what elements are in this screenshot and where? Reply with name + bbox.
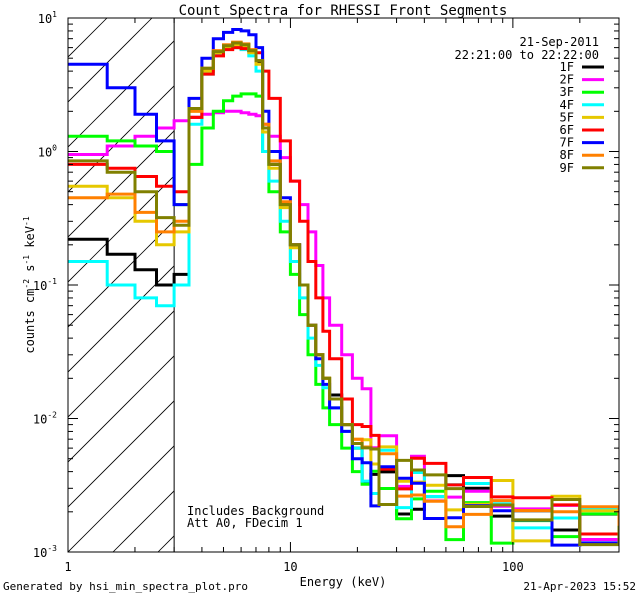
series-3F	[68, 92, 619, 545]
hatch-line	[68, 85, 175, 193]
y-tick-label: 101	[38, 10, 57, 26]
hatch-line	[518, 18, 640, 552]
chart-title: Count Spectra for RHESSI Front Segments	[179, 3, 508, 19]
legend-label-1F: 1F	[560, 60, 574, 74]
plot-frame	[67, 17, 620, 553]
x-tick-label: 1	[64, 560, 71, 574]
footer-timestamp: 21-Apr-2023 15:52	[523, 580, 636, 593]
hatch-line	[563, 18, 640, 552]
footer-generator-text: Generated by hsi_min_spectra_plot.pro	[3, 580, 249, 593]
legend-label-3F: 3F	[560, 85, 574, 99]
hatch-line	[68, 445, 175, 552]
x-axis-label: Energy (keV)	[300, 575, 387, 589]
series-1F	[68, 41, 619, 532]
hatch-line	[428, 18, 640, 552]
annotation-background: Includes Background	[187, 504, 324, 518]
legend-label-8F: 8F	[560, 148, 574, 162]
series-8F	[68, 40, 619, 542]
y-axis-label: counts cm-2 s-1 keV-1	[22, 216, 37, 353]
legend-label-2F: 2F	[560, 73, 574, 87]
series-4F	[68, 46, 619, 530]
y-tick-label: 10-3	[33, 544, 57, 560]
chart-time-range: 22:21:00 to 22:22:00	[455, 48, 600, 62]
y-tick-label: 10-1	[33, 277, 57, 293]
chart-date: 21-Sep-2011	[520, 35, 599, 49]
x-tick-label: 100	[502, 560, 524, 574]
hatch-line	[68, 40, 175, 148]
hatch-line	[293, 18, 640, 552]
annotation-attenuator: Att A0, FDecim 1	[187, 516, 303, 530]
x-tick-label: 10	[283, 560, 297, 574]
y-axis: 101 100 10-1 10-2 10-3	[33, 10, 619, 560]
series-9F	[68, 41, 619, 547]
series-5F	[68, 43, 619, 543]
background-hatch-region	[68, 18, 640, 552]
legend-label-4F: 4F	[560, 98, 574, 112]
y-tick-label: 100	[38, 144, 57, 160]
legend-label-7F: 7F	[560, 136, 574, 150]
y-tick-label: 10-2	[33, 411, 57, 427]
x-axis: 10 100 1	[64, 18, 620, 574]
series-7F	[68, 28, 619, 547]
legend-label-9F: 9F	[560, 161, 574, 175]
legend-label-5F: 5F	[560, 110, 574, 124]
series-6F	[68, 46, 619, 536]
series-group	[68, 28, 619, 547]
legend-label-6F: 6F	[560, 123, 574, 137]
hatch-line	[68, 400, 175, 508]
